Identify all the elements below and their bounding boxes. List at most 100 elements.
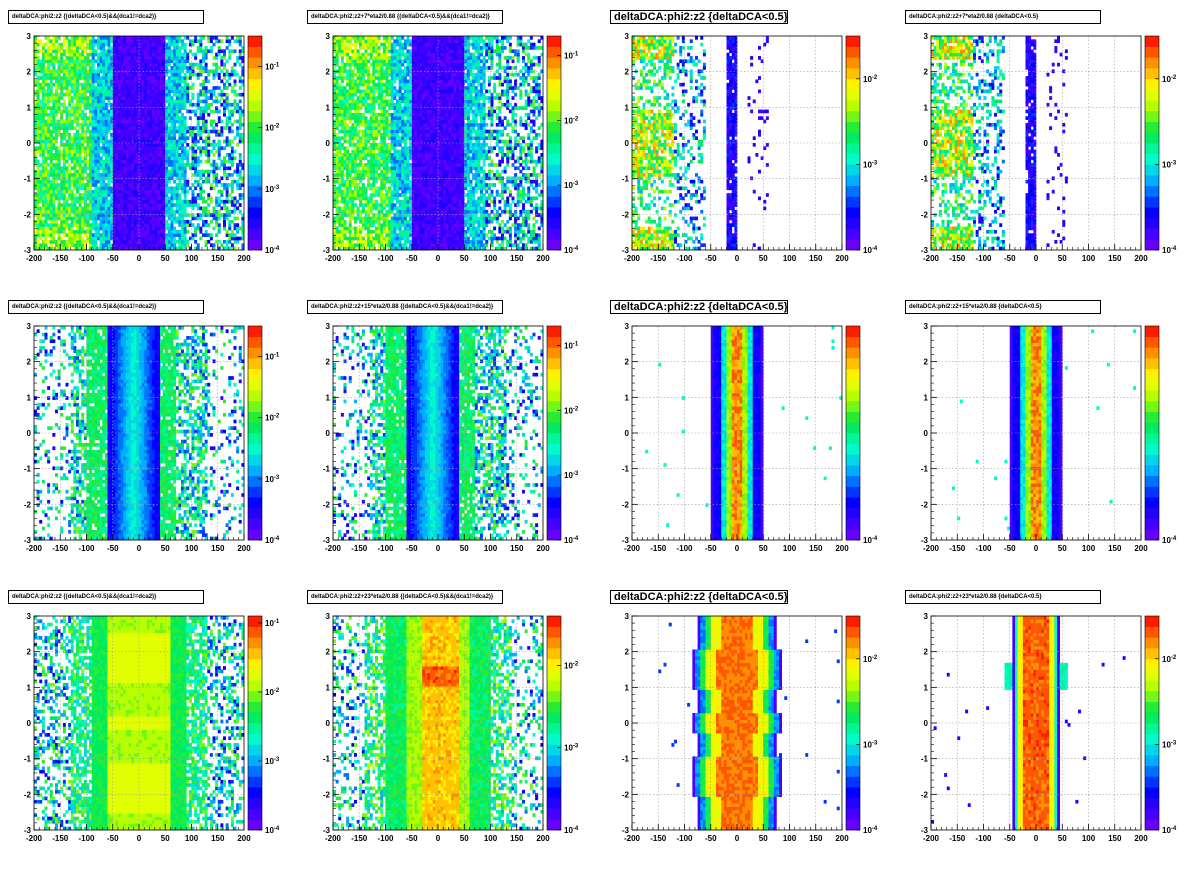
- histogram-bin: [152, 76, 156, 80]
- histogram-bin: [165, 179, 169, 184]
- histogram-bin: [83, 169, 87, 174]
- histogram-bin: [199, 36, 203, 40]
- histogram-bin: [225, 102, 229, 107]
- histogram-bin: [139, 122, 142, 127]
- histogram-bin: [215, 99, 219, 104]
- histogram-bin: [181, 62, 184, 67]
- histogram-bin: [343, 246, 347, 251]
- histogram-bin: [167, 62, 171, 67]
- histogram-bin: [68, 109, 72, 114]
- histogram-bin: [230, 196, 234, 201]
- histogram-bin: [131, 216, 135, 221]
- histogram-bin: [78, 116, 82, 120]
- histogram-bin: [94, 173, 98, 177]
- histogram-bin: [204, 129, 208, 134]
- histogram-bin: [83, 146, 87, 151]
- histogram-bin: [181, 76, 184, 80]
- x-tick-label: -150: [52, 254, 69, 263]
- histogram-bin: [346, 246, 350, 251]
- histogram-bin: [207, 89, 211, 94]
- histogram-bin: [333, 99, 336, 104]
- histogram-bin: [356, 243, 360, 247]
- histogram-bin: [136, 109, 140, 114]
- histogram-bin: [125, 106, 129, 110]
- histogram-bin: [238, 49, 242, 54]
- histogram-bin: [223, 216, 226, 221]
- histogram-bin: [351, 239, 355, 244]
- histogram-bin: [335, 189, 339, 194]
- histogram-bin: [223, 239, 226, 244]
- histogram-bin: [241, 229, 245, 234]
- histogram-pad: deltaDCA:phi2:z2 {(deltaDCA<0.5)&&(dca1!…: [0, 0, 299, 290]
- histogram-bin: [141, 199, 145, 204]
- histogram-bin: [136, 102, 140, 107]
- histogram-bin: [136, 173, 140, 177]
- histogram-bin: [97, 213, 100, 217]
- histogram-bin: [57, 109, 61, 114]
- histogram-bin: [120, 92, 124, 97]
- histogram-bin: [131, 62, 135, 67]
- histogram-bin: [94, 116, 98, 120]
- histogram-bin: [175, 173, 179, 177]
- histogram-bin: [343, 219, 347, 224]
- histogram-bin: [115, 209, 119, 214]
- histogram-bin: [351, 52, 355, 57]
- histogram-bin: [34, 72, 37, 77]
- histogram-bin: [125, 69, 129, 74]
- histogram-bin: [178, 193, 182, 197]
- color-scale-band: [248, 196, 262, 208]
- histogram-bin: [199, 153, 203, 157]
- histogram-bin: [102, 92, 106, 97]
- histogram-bin: [57, 106, 61, 110]
- histogram-bin: [89, 72, 93, 77]
- histogram-bin: [136, 199, 140, 204]
- histogram-bin: [204, 219, 208, 224]
- histogram-bin: [188, 246, 192, 251]
- histogram-bin: [356, 206, 360, 211]
- histogram-bin: [144, 76, 148, 80]
- histogram-bin: [236, 132, 240, 137]
- histogram-bin: [104, 39, 108, 44]
- histogram-bin: [225, 173, 229, 177]
- histogram-bin: [68, 82, 72, 87]
- histogram-bin: [346, 112, 350, 117]
- histogram-bin: [86, 119, 90, 124]
- histogram-bin: [146, 76, 150, 80]
- histogram-bin: [223, 92, 226, 97]
- histogram-bin: [52, 109, 56, 114]
- histogram-bin: [215, 209, 219, 214]
- histogram-bin: [157, 76, 161, 80]
- histogram-bin: [173, 146, 177, 151]
- histogram-bin: [86, 219, 90, 224]
- histogram-bin: [170, 89, 174, 94]
- histogram-bin: [162, 56, 166, 60]
- histogram-bin: [141, 69, 145, 74]
- histogram-bin: [141, 159, 145, 164]
- histogram-bin: [356, 109, 360, 114]
- histogram-bin: [225, 153, 229, 157]
- histogram-bin: [91, 173, 95, 177]
- histogram-bin: [146, 186, 150, 191]
- histogram-bin: [91, 239, 95, 244]
- histogram-bin: [81, 36, 85, 40]
- histogram-bin: [236, 119, 240, 124]
- histogram-bin: [94, 76, 98, 80]
- histogram-bin: [196, 96, 200, 100]
- histogram-bin: [123, 143, 127, 147]
- histogram-bin: [146, 39, 150, 44]
- histogram-bin: [110, 119, 114, 124]
- histogram-bin: [49, 166, 53, 171]
- histogram-bin: [354, 109, 357, 114]
- histogram-bin: [154, 122, 158, 127]
- histogram-bin: [188, 42, 192, 47]
- histogram-bin: [212, 119, 216, 124]
- histogram-bin: [356, 39, 360, 44]
- histogram-bin: [175, 89, 179, 94]
- histogram-bin: [94, 159, 98, 164]
- histogram-bin: [131, 193, 135, 197]
- histogram-bin: [39, 76, 43, 80]
- histogram-bin: [120, 146, 124, 151]
- histogram-bin: [55, 156, 58, 161]
- histogram-bin: [57, 213, 61, 217]
- histogram-bin: [133, 36, 137, 40]
